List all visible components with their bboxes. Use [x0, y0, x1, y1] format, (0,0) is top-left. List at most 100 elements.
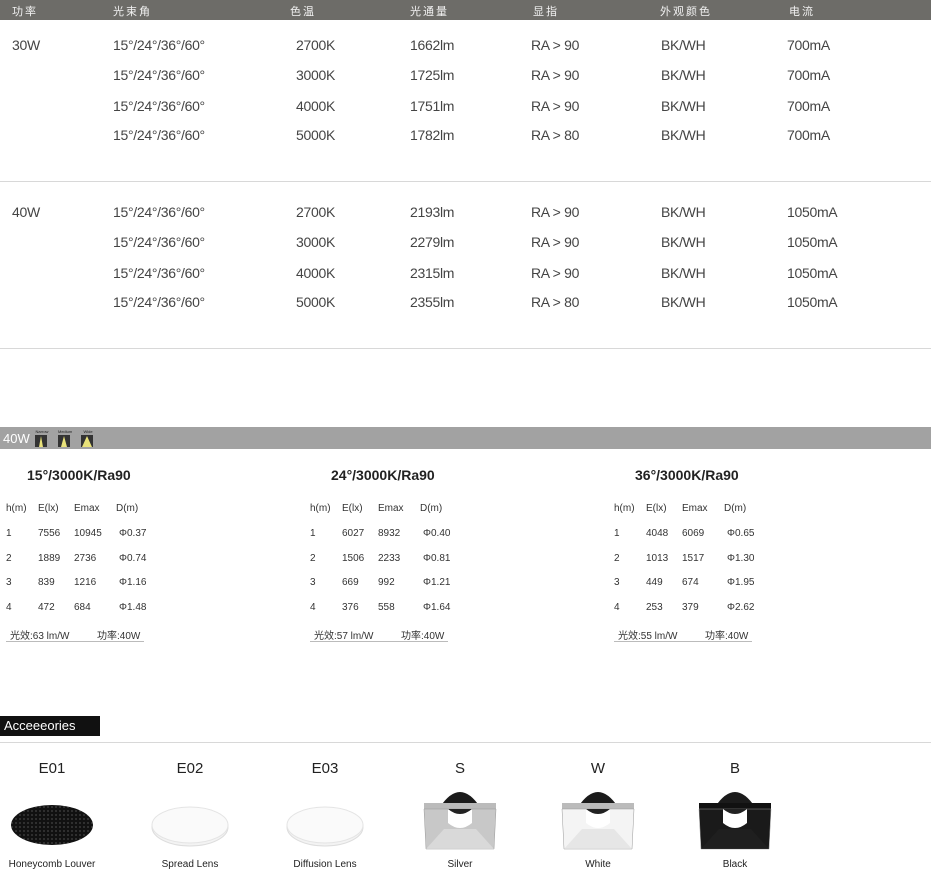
table-cell: 4: [310, 601, 316, 613]
spec-cell: 2315lm: [410, 265, 455, 281]
spec-cell: RA > 90: [531, 98, 580, 114]
table-cell: 253: [646, 601, 663, 613]
column-header: h(m): [310, 503, 331, 514]
table-cell: 6027: [342, 528, 365, 539]
column-header: h(m): [6, 503, 27, 514]
table-cell: 2: [6, 552, 12, 564]
divider: [0, 181, 931, 182]
spec-cell: 1751lm: [410, 98, 455, 114]
spec-cell: RA > 80: [531, 294, 580, 310]
table-cell: 1013: [646, 552, 669, 564]
header-cell: 光束角: [113, 6, 152, 18]
table-cell: Φ1.16: [119, 577, 147, 588]
beam-medium-icon: Medium: [58, 429, 72, 447]
header-cell: 色温: [290, 6, 316, 18]
spec-cell: 700mA: [787, 127, 830, 143]
divider: [614, 641, 752, 642]
spec-cell: RA > 90: [531, 234, 580, 250]
spec-cell: 3000K: [296, 234, 335, 250]
spec-cell: 3000K: [296, 67, 335, 83]
spec-cell: BK/WH: [661, 234, 706, 250]
table-cell: 449: [646, 577, 663, 588]
spec-cell: 4000K: [296, 265, 335, 281]
spec-cell: 1662lm: [410, 37, 455, 53]
bar-power-label: 40W: [3, 431, 30, 446]
table-cell: 1: [310, 528, 316, 539]
table-cell: 2233: [378, 552, 401, 564]
accessory-label: White: [585, 859, 611, 870]
accessory-code: E02: [176, 760, 204, 777]
efficacy-label: 光效:63 lm/W: [10, 631, 70, 642]
table-cell: 376: [342, 601, 359, 613]
table-cell: Φ0.65: [727, 528, 755, 539]
spec-cell: RA > 90: [531, 204, 580, 220]
table-cell: 1506: [342, 552, 365, 564]
column-header: E(lx): [38, 503, 59, 514]
table-cell: 558: [378, 601, 395, 613]
header-cell: 显指: [533, 6, 559, 18]
table-cell: 1: [614, 528, 620, 539]
spec-cell: 15°/24°/36°/60°: [113, 234, 205, 250]
table-cell: 684: [74, 601, 91, 613]
accessory-label: Diffusion Lens: [293, 859, 357, 870]
table-cell: 3: [614, 577, 620, 588]
table-cell: 4: [614, 601, 620, 613]
table-cell: Φ1.95: [727, 577, 755, 588]
divider: [6, 641, 144, 642]
accessory-code: E01: [38, 760, 66, 777]
spec-cell: 15°/24°/36°/60°: [113, 294, 205, 310]
spec-cell: 1050mA: [787, 265, 838, 281]
table-cell: 1216: [74, 577, 97, 588]
table-cell: 472: [38, 601, 55, 613]
spec-cell: RA > 90: [531, 67, 580, 83]
table-cell: Φ2.62: [727, 601, 755, 613]
table-cell: 3: [6, 577, 12, 588]
beam-label: Narrow: [35, 429, 49, 434]
spec-table-header: 功率 光束角 色温 光通量 显指 外观颜色 电流: [0, 0, 931, 20]
spec-cell: 700mA: [787, 67, 830, 83]
efficacy-label: 光效:57 lm/W: [314, 631, 374, 642]
power-label: 功率:40W: [705, 631, 749, 642]
table-cell: Φ0.37: [119, 528, 147, 539]
spec-cell: BK/WH: [661, 37, 706, 53]
header-cell: 外观颜色: [660, 6, 712, 18]
spec-cell: 5000K: [296, 294, 335, 310]
table-cell: 7556: [38, 528, 61, 539]
spec-cell: BK/WH: [661, 67, 706, 83]
spec-cell: 15°/24°/36°/60°: [113, 98, 205, 114]
table-cell: 3: [310, 577, 316, 588]
accessory-code: W: [590, 760, 606, 777]
panel-title: 24°/3000K/Ra90: [331, 467, 435, 483]
spec-cell: BK/WH: [661, 127, 706, 143]
power-label: 功率:40W: [401, 631, 445, 642]
column-header: h(m): [614, 503, 635, 514]
spec-cell: 2355lm: [410, 294, 455, 310]
divider: [0, 348, 931, 349]
accessory-code: B: [729, 760, 741, 777]
spec-cell: 700mA: [787, 37, 830, 53]
spec-cell: 1050mA: [787, 204, 838, 220]
table-cell: 2: [614, 552, 620, 564]
spec-cell: RA > 80: [531, 127, 580, 143]
table-cell: Φ1.64: [423, 601, 451, 613]
beam-label: Medium: [58, 429, 73, 434]
spec-cell: BK/WH: [661, 204, 706, 220]
panel-title: 15°/3000K/Ra90: [27, 467, 131, 483]
spec-cell: 4000K: [296, 98, 335, 114]
panel-title: 36°/3000K/Ra90: [635, 467, 739, 483]
spec-cell: 15°/24°/36°/60°: [113, 265, 205, 281]
accessory-code: E03: [311, 760, 339, 777]
column-header: D(m): [420, 503, 443, 514]
spec-cell: RA > 90: [531, 265, 580, 281]
spec-cell: 1725lm: [410, 67, 455, 83]
photometric-bar: 40W Narrow Medium Wide: [0, 427, 931, 449]
spec-cell: 15°/24°/36°/60°: [113, 37, 205, 53]
accessory-label: Black: [722, 859, 748, 870]
table-cell: Φ1.30: [727, 552, 755, 564]
table-cell: Φ1.21: [423, 577, 451, 588]
column-header: Emax: [682, 503, 708, 514]
table-cell: 4048: [646, 528, 669, 539]
column-header: D(m): [116, 503, 139, 514]
reflector-icon: [561, 792, 635, 850]
table-cell: Φ1.48: [119, 601, 147, 613]
